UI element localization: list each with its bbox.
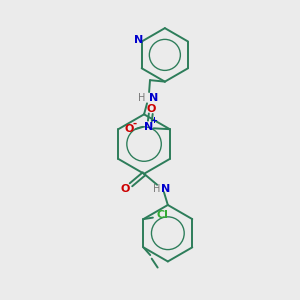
Text: O: O	[121, 184, 130, 194]
Text: N: N	[149, 93, 158, 103]
Text: O: O	[146, 104, 155, 114]
Text: Cl: Cl	[157, 210, 168, 220]
Text: H: H	[153, 184, 161, 194]
Text: N: N	[134, 34, 143, 44]
Text: H: H	[138, 93, 146, 103]
Text: N: N	[161, 184, 170, 194]
Text: O: O	[125, 124, 134, 134]
Text: -: -	[132, 119, 136, 129]
Text: +: +	[150, 116, 157, 125]
Text: N: N	[144, 122, 153, 132]
